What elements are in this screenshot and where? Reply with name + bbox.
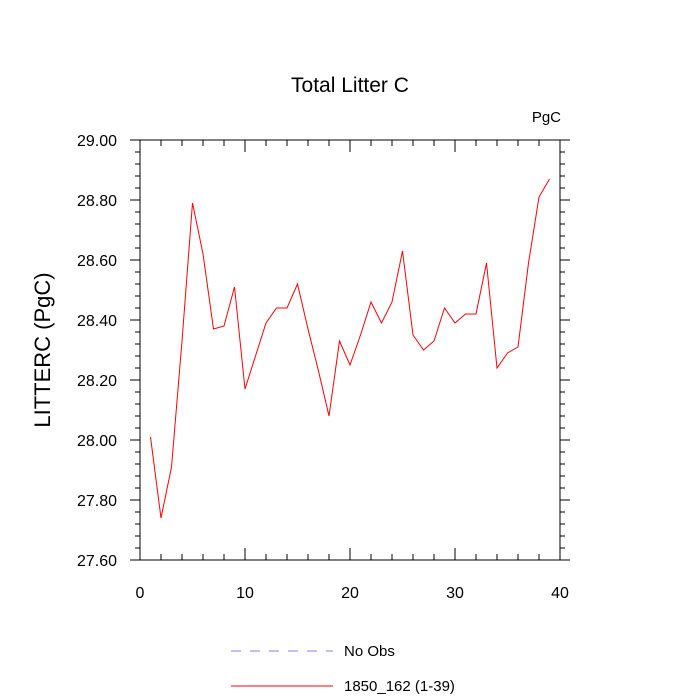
y-tick-label: 27.60 bbox=[77, 553, 117, 570]
chart-title: Total Litter C bbox=[291, 74, 409, 97]
series-line bbox=[150, 178, 550, 519]
x-tick-label: 10 bbox=[236, 585, 254, 602]
legend-label: 1850_162 (1-39) bbox=[344, 678, 455, 695]
y-tick-label: 28.20 bbox=[77, 373, 117, 390]
y-axis-label: LITTERC (PgC) bbox=[30, 272, 55, 427]
y-tick-label: 27.80 bbox=[77, 493, 117, 510]
series-group bbox=[150, 178, 550, 519]
x-tick-label: 30 bbox=[446, 585, 464, 602]
x-tick-label: 20 bbox=[341, 585, 359, 602]
legend-label: No Obs bbox=[344, 643, 395, 660]
plot-frame bbox=[139, 139, 561, 561]
y-tick-label: 28.80 bbox=[77, 193, 117, 210]
y-tick-label: 28.00 bbox=[77, 433, 117, 450]
y-tick-label: 28.60 bbox=[77, 253, 117, 270]
units-label: PgC bbox=[532, 109, 561, 126]
x-tick-label: 40 bbox=[551, 585, 569, 602]
axis-ticks bbox=[130, 139, 570, 561]
legend: No Obs 1850_162 (1-39) bbox=[231, 643, 455, 695]
tick-labels: 0 10 20 30 40 27.60 27.80 28.00 28.20 28.40 28.60 2… bbox=[77, 133, 569, 602]
y-tick-label: 29.00 bbox=[77, 133, 117, 150]
x-tick-label: 0 bbox=[136, 585, 145, 602]
y-tick-label: 28.40 bbox=[77, 313, 117, 330]
